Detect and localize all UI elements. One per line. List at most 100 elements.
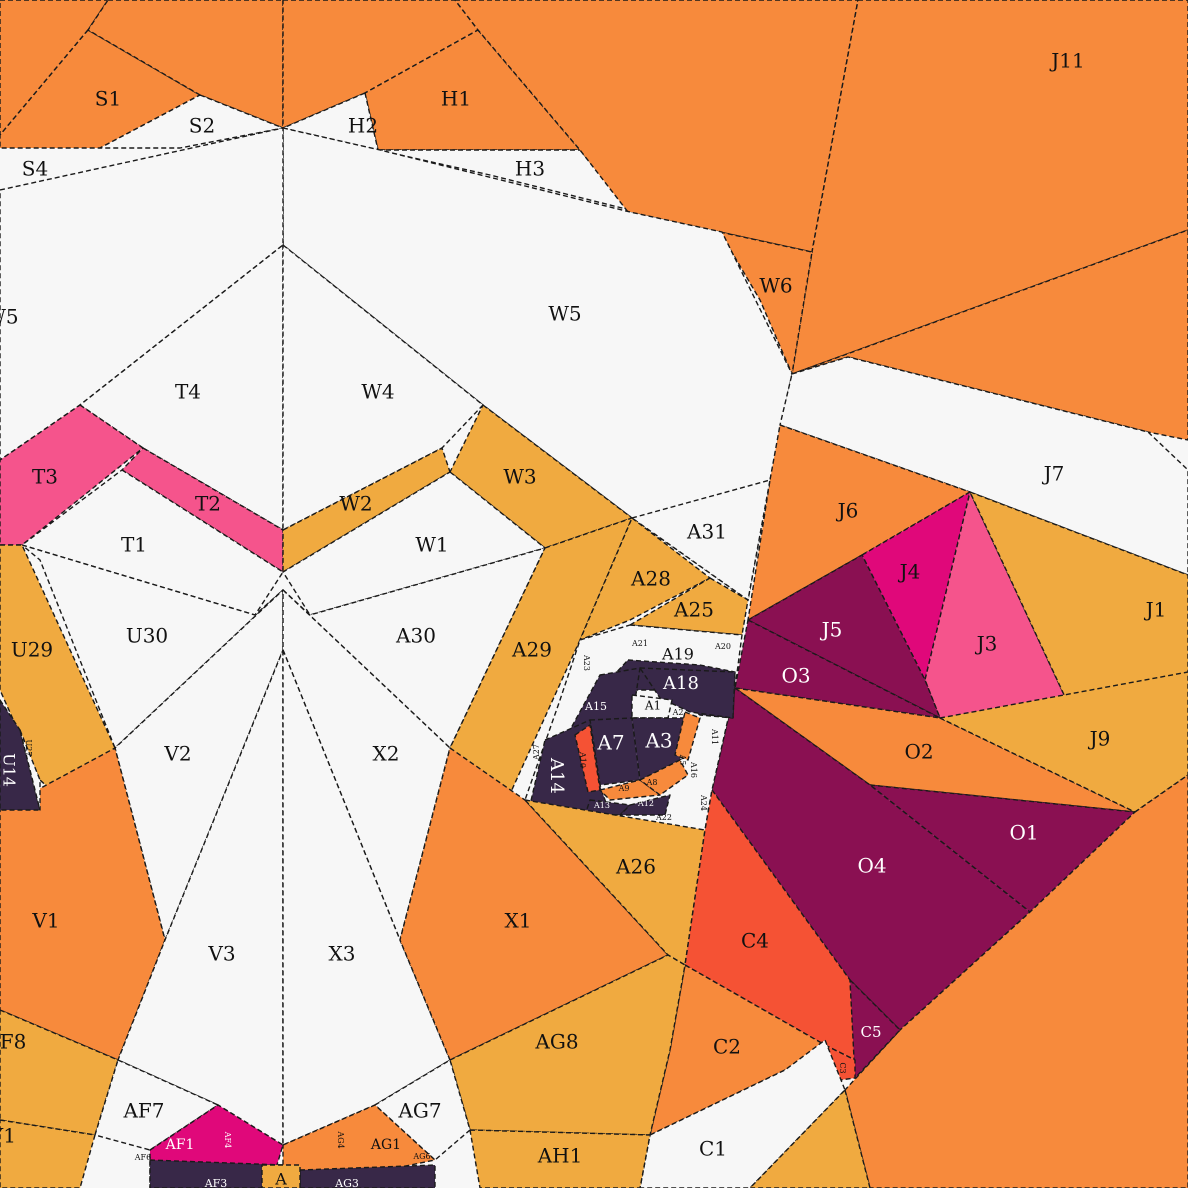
piece-J-right (791, 229, 1188, 441)
label-W4: W4 (361, 380, 394, 404)
label-AG6: AG6 (412, 1152, 430, 1161)
piece-AF8 (0, 1009, 119, 1136)
piece-A3 (631, 717, 686, 781)
piece-A15 (569, 667, 641, 731)
label-W1: W1 (415, 533, 448, 557)
label-AF8: F8 (0, 1030, 26, 1054)
label-W2: W2 (339, 492, 372, 516)
label-A-center: A (274, 1170, 287, 1188)
label-A15: A15 (584, 700, 607, 713)
label-A22: A22 (655, 813, 672, 822)
piece-C5 (849, 979, 901, 1079)
piece-J3 (924, 491, 1073, 719)
piece-A29 (449, 517, 633, 806)
label-H2: H2 (348, 114, 378, 138)
label-A5: A5 (678, 754, 687, 766)
piece-U29 (0, 544, 116, 801)
label-A19: A19 (661, 645, 694, 664)
label-J11: J11 (1049, 49, 1084, 73)
label-V1: V1 (31, 909, 59, 933)
piece-C3 (824, 1044, 856, 1081)
piece-A8 (639, 759, 689, 796)
piece-W5 (282, 127, 793, 601)
label-J4: J4 (898, 560, 921, 584)
piece-AF2 (149, 1159, 284, 1188)
label-AF1: AF1 (165, 1137, 195, 1153)
label-J6: J6 (836, 499, 859, 523)
label-A24: A24 (699, 794, 708, 811)
piece-X3 (282, 649, 451, 1146)
label-T3: T3 (32, 465, 58, 489)
label-C2: C2 (713, 1035, 741, 1059)
label-V3: V3 (207, 942, 235, 966)
piece-Y1 (0, 1119, 96, 1188)
label-J7: J7 (1042, 462, 1065, 486)
piece-A26 (524, 799, 706, 966)
piece-AH1 (469, 1129, 651, 1188)
piece-U27 (19, 729, 41, 811)
label-X2: X2 (373, 742, 400, 766)
label-A3: A3 (644, 729, 672, 753)
label-AG4: AG4 (336, 1130, 345, 1148)
label-A10: A10 (578, 751, 587, 768)
label-X1: X1 (505, 909, 532, 933)
label-A13: A13 (593, 801, 610, 810)
label-AG8: AG8 (534, 1030, 578, 1054)
label-U30: U30 (126, 624, 168, 648)
label-AF3: AF3 (204, 1177, 228, 1188)
label-T4: T4 (175, 380, 201, 404)
label-AF6: AF6 (134, 1153, 151, 1162)
label-U14: U14 (0, 753, 19, 787)
label-O3: O3 (781, 664, 810, 688)
label-AH1: AH1 (537, 1144, 583, 1168)
piece-O3 (734, 619, 941, 719)
label-O4: O4 (857, 854, 886, 878)
piece-J9 (939, 671, 1188, 813)
label-A27: A27 (532, 744, 541, 761)
label-A23: A23 (582, 654, 591, 671)
label-A12: A12 (637, 799, 654, 808)
label-J3: J3 (975, 632, 998, 656)
label-C1: C1 (699, 1137, 727, 1161)
label-O2: O2 (904, 740, 933, 764)
label-O1: O1 (1009, 821, 1038, 845)
piece-W1 (282, 471, 546, 616)
label-T1: T1 (121, 533, 147, 557)
label-AG7: AG7 (397, 1099, 441, 1123)
piece-U14 (0, 699, 41, 811)
piece-A28 (579, 517, 711, 641)
piece-A12 (619, 794, 671, 816)
label-J9: J9 (1088, 727, 1111, 751)
label-AG3: AG3 (334, 1177, 359, 1188)
piece-C-gold (749, 1089, 871, 1188)
label-W5: W5 (548, 302, 581, 326)
label-A30: A30 (395, 624, 436, 648)
piece-W3 (449, 404, 633, 549)
label-S4: S4 (22, 157, 48, 181)
piece-T4 (79, 244, 284, 531)
piece-J5 (747, 554, 941, 719)
label-J5: J5 (820, 618, 843, 642)
label-T2: T2 (195, 492, 221, 516)
label-A16: A16 (689, 761, 698, 778)
label-C5: C5 (860, 1023, 881, 1041)
label-A31: A31 (686, 520, 727, 544)
label-A2: A2 (672, 708, 684, 717)
label-S1: S1 (95, 87, 121, 111)
label-H3: H3 (515, 157, 545, 181)
piece-A31 (631, 479, 771, 601)
label-C3: C3 (838, 1062, 847, 1073)
label-X3: X3 (329, 942, 356, 966)
label-A28: A28 (630, 567, 671, 591)
label-A1: A1 (644, 699, 661, 713)
label-A8: A8 (646, 778, 658, 787)
piece-A2 (674, 711, 701, 761)
piece-AG8 (449, 954, 686, 1136)
label-Y1: Y1 (0, 1124, 16, 1148)
piece-W5-left (0, 127, 284, 461)
label-A7: A7 (596, 731, 624, 755)
label-S2: S2 (189, 114, 215, 138)
label-U27: U27 (24, 740, 33, 757)
label-U29: U29 (11, 638, 53, 662)
